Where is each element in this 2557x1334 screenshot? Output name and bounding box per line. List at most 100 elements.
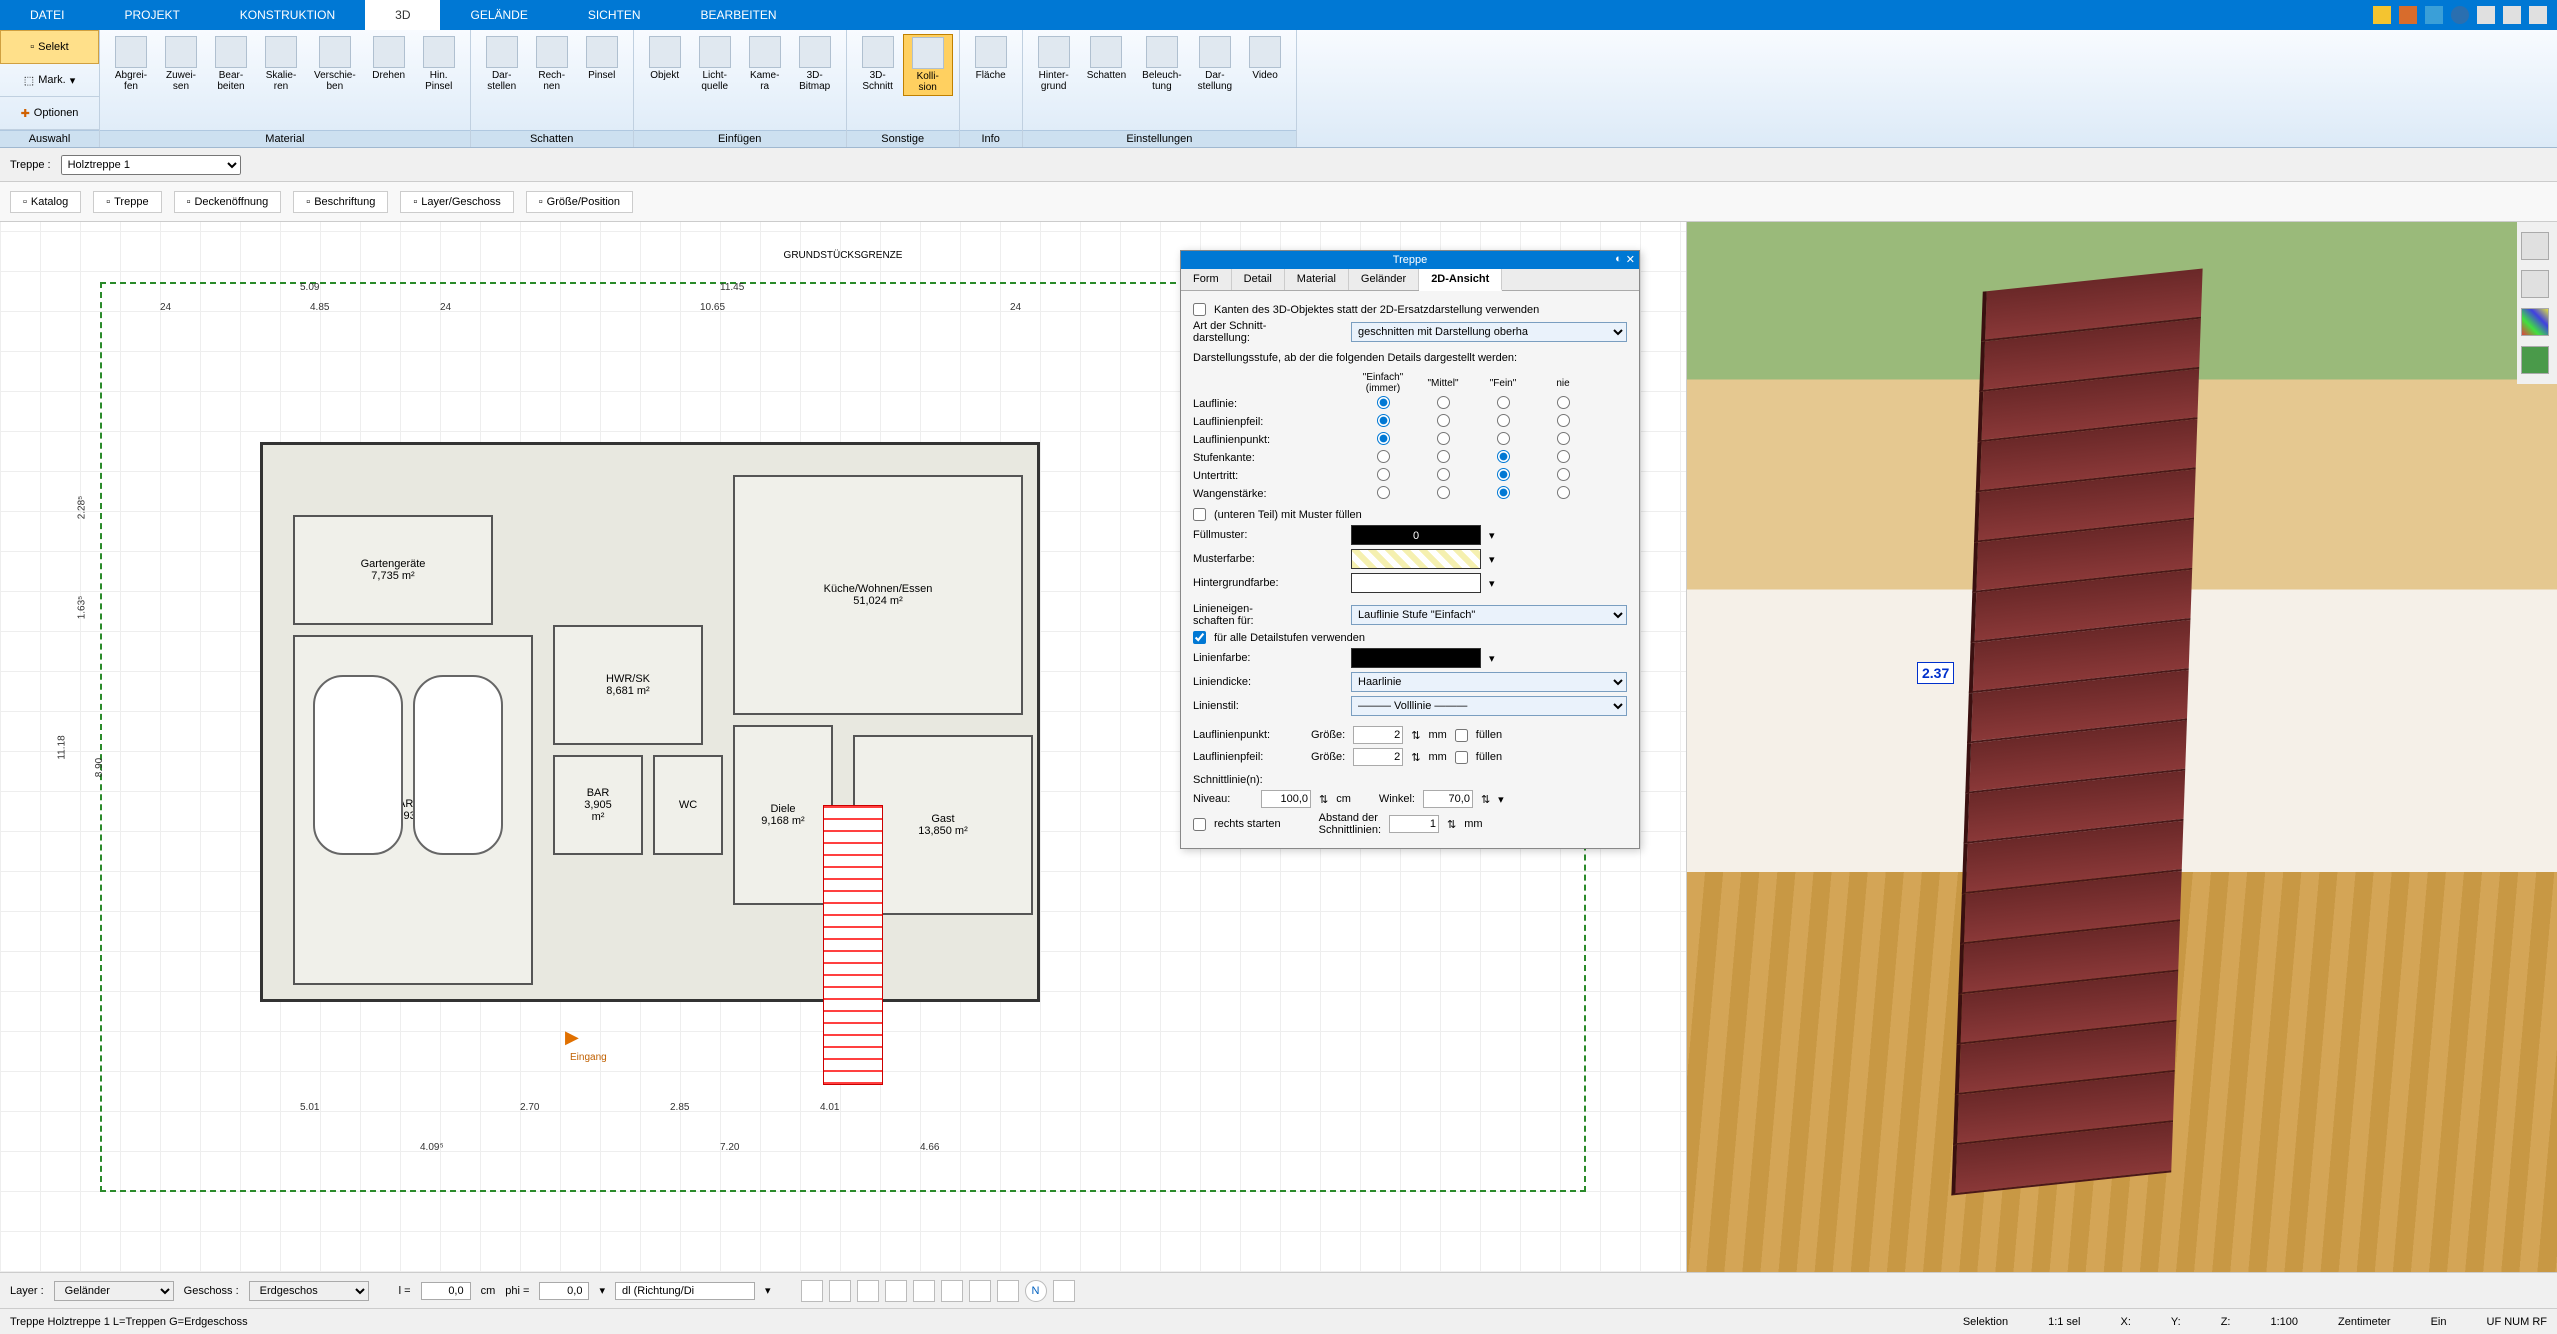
ribbon-verschieben[interactable]: Verschie- ben	[306, 34, 364, 94]
alle-detail-checkbox[interactable]	[1193, 631, 1206, 644]
mark-button[interactable]: ⬚Mark.▾	[0, 64, 99, 97]
musterfarbe-swatch[interactable]	[1351, 549, 1481, 569]
radio-untertritt-2[interactable]	[1497, 468, 1510, 481]
optionen-button[interactable]: ✚Optionen	[0, 97, 99, 130]
pfeil-size-input[interactable]	[1353, 748, 1403, 766]
tool-icon[interactable]	[969, 1280, 991, 1302]
radio-lauflinie-1[interactable]	[1437, 396, 1450, 409]
subbar-treppe[interactable]: ▫ Treppe	[93, 191, 161, 213]
help-icon[interactable]	[2451, 6, 2469, 24]
spinner-icon[interactable]: ⇅	[1447, 818, 1456, 831]
radio-lauflinienpfeil-0[interactable]	[1377, 414, 1390, 427]
view-3d[interactable]: 2.37	[1687, 222, 2557, 1272]
subbar-beschriftung[interactable]: ▫ Beschriftung	[293, 191, 388, 213]
stairs-2d[interactable]	[823, 805, 883, 1085]
hintergrundfarbe-swatch[interactable]	[1351, 573, 1481, 593]
radio-lauflinienpfeil-3[interactable]	[1557, 414, 1570, 427]
ribbon-bearbeiten[interactable]: Bear- beiten	[206, 34, 256, 94]
menu-gelände[interactable]: GELÄNDE	[440, 0, 557, 30]
ribbon-dbitmap[interactable]: 3D- Bitmap	[790, 34, 840, 94]
minimize-icon[interactable]	[2477, 6, 2495, 24]
dropdown-icon[interactable]: ▾	[1498, 793, 1504, 806]
ribbon-objekt[interactable]: Objekt	[640, 34, 690, 83]
ribbon-rechnen[interactable]: Rech- nen	[527, 34, 577, 94]
spinner-icon[interactable]: ⇅	[1481, 793, 1490, 806]
radio-lauflinie-2[interactable]	[1497, 396, 1510, 409]
selekt-button[interactable]: ▫Selekt	[0, 30, 99, 64]
winkel-input[interactable]	[1423, 790, 1473, 808]
radio-untertritt-0[interactable]	[1377, 468, 1390, 481]
radio-lauflinienpunkt-3[interactable]	[1557, 432, 1570, 445]
radio-lauflinie-3[interactable]	[1557, 396, 1570, 409]
tab-2dansicht[interactable]: 2D-Ansicht	[1419, 269, 1502, 291]
radio-stufenkante-1[interactable]	[1437, 450, 1450, 463]
ribbon-flche[interactable]: Fläche	[966, 34, 1016, 83]
dropdown-icon[interactable]: ▾	[1489, 577, 1495, 590]
subbar-deckenffnung[interactable]: ▫ Deckenöffnung	[174, 191, 282, 213]
ribbon-video[interactable]: Video	[1240, 34, 1290, 83]
tool-icon[interactable]	[857, 1280, 879, 1302]
radio-wangenstrke-2[interactable]	[1497, 486, 1510, 499]
tool-icon[interactable]	[885, 1280, 907, 1302]
tools-icon[interactable]	[2373, 6, 2391, 24]
ribbon-pinsel[interactable]: Pinsel	[577, 34, 627, 83]
menu-3d[interactable]: 3D	[365, 0, 440, 30]
dl-input[interactable]	[615, 1282, 755, 1300]
panel-close-icon[interactable]: ✕	[1626, 253, 1635, 266]
dropdown-icon[interactable]: ▾	[1489, 652, 1495, 665]
tool-icon[interactable]	[801, 1280, 823, 1302]
kanten-checkbox[interactable]	[1193, 303, 1206, 316]
subbar-katalog[interactable]: ▫ Katalog	[10, 191, 81, 213]
radio-lauflinienpunkt-1[interactable]	[1437, 432, 1450, 445]
ribbon-zuweisen[interactable]: Zuwei- sen	[156, 34, 206, 94]
art-select[interactable]: geschnitten mit Darstellung oberha	[1351, 322, 1627, 342]
ribbon-darstellung[interactable]: Dar- stellung	[1190, 34, 1240, 94]
tab-gelnder[interactable]: Geländer	[1349, 269, 1419, 290]
niveau-input[interactable]	[1261, 790, 1311, 808]
tool-icon[interactable]	[1053, 1280, 1075, 1302]
ribbon-abgreifen[interactable]: Abgrei- fen	[106, 34, 156, 94]
unteren-teil-checkbox[interactable]	[1193, 508, 1206, 521]
linienfarbe-swatch[interactable]	[1351, 648, 1481, 668]
radio-lauflinienpfeil-2[interactable]	[1497, 414, 1510, 427]
pfeil-fuellen-checkbox[interactable]	[1455, 751, 1468, 764]
tool-icon[interactable]	[829, 1280, 851, 1302]
abstand-input[interactable]	[1389, 815, 1439, 833]
radio-lauflinie-0[interactable]	[1377, 396, 1390, 409]
dropdown-icon[interactable]: ▾	[1489, 529, 1495, 542]
l-input[interactable]	[421, 1282, 471, 1300]
subbar-layergeschoss[interactable]: ▫ Layer/Geschoss	[400, 191, 513, 213]
menu-konstruktion[interactable]: KONSTRUKTION	[210, 0, 365, 30]
layer-select[interactable]: Geländer	[54, 1281, 174, 1301]
spinner-icon[interactable]: ⇅	[1411, 729, 1420, 742]
radio-untertritt-3[interactable]	[1557, 468, 1570, 481]
subbar-greposition[interactable]: ▫ Größe/Position	[526, 191, 633, 213]
fuellmuster-swatch[interactable]: 0	[1351, 525, 1481, 545]
box-icon[interactable]	[2399, 6, 2417, 24]
ribbon-kollision[interactable]: Kolli- sion	[903, 34, 953, 96]
radio-untertritt-1[interactable]	[1437, 468, 1450, 481]
ribbon-skalieren[interactable]: Skalie- ren	[256, 34, 306, 94]
cal-icon[interactable]	[2425, 6, 2443, 24]
phi-input[interactable]	[539, 1282, 589, 1300]
punkt-size-input[interactable]	[1353, 726, 1403, 744]
menu-projekt[interactable]: PROJEKT	[94, 0, 209, 30]
radio-stufenkante-2[interactable]	[1497, 450, 1510, 463]
dropdown-icon[interactable]: ▾	[765, 1284, 771, 1297]
ribbon-kamera[interactable]: Kame- ra	[740, 34, 790, 94]
dropdown-icon[interactable]: ▾	[1489, 553, 1495, 566]
radio-lauflinienpunkt-2[interactable]	[1497, 432, 1510, 445]
panel-min-icon[interactable]: ◐	[1615, 253, 1622, 266]
ribbon-schatten[interactable]: Schatten	[1079, 34, 1134, 83]
tab-material[interactable]: Material	[1285, 269, 1349, 290]
ribbon-drehen[interactable]: Drehen	[364, 34, 414, 83]
tool-icon[interactable]	[997, 1280, 1019, 1302]
radio-wangenstrke-1[interactable]	[1437, 486, 1450, 499]
chair-icon[interactable]	[2521, 270, 2549, 298]
menu-datei[interactable]: DATEI	[0, 0, 94, 30]
tool-icon[interactable]	[941, 1280, 963, 1302]
palette-icon[interactable]	[2521, 308, 2549, 336]
layers-icon[interactable]	[2521, 232, 2549, 260]
menu-bearbeiten[interactable]: BEARBEITEN	[671, 0, 807, 30]
radio-stufenkante-3[interactable]	[1557, 450, 1570, 463]
